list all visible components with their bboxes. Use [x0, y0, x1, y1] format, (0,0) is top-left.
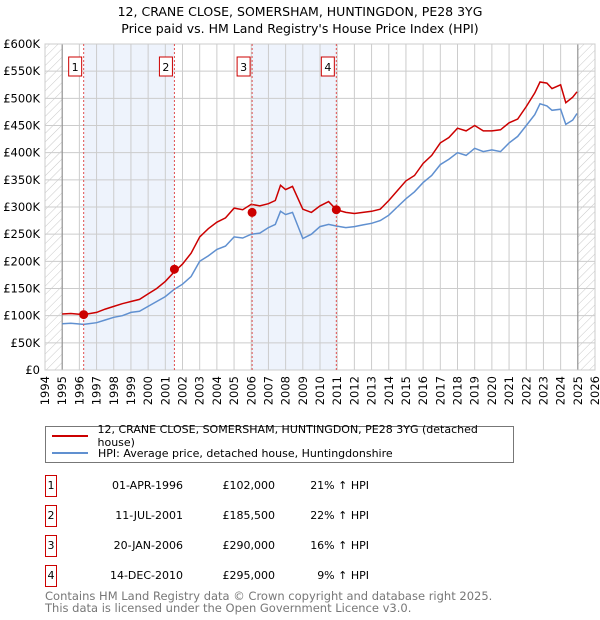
transaction-hpi-diff: 16% ↑ HPI: [310, 539, 369, 552]
transaction-row: 1 01-APR-1996 £102,000 21% ↑ HPI: [45, 475, 445, 497]
y-tick-label: £600K: [3, 37, 40, 51]
x-tick-label: 2013: [365, 376, 379, 405]
x-tick-label: 2022: [519, 376, 533, 405]
y-tick-label: £500K: [3, 91, 40, 105]
y-tick-label: £0: [25, 363, 40, 377]
sale-point: [247, 207, 257, 217]
transaction-price: £290,000: [222, 539, 276, 552]
x-tick-label: 1996: [72, 376, 86, 405]
transaction-hpi-diff: 21% ↑ HPI: [310, 479, 369, 492]
x-tick-label: 2021: [502, 376, 516, 405]
x-tick-label: 2009: [296, 376, 310, 405]
y-tick-label: £250K: [3, 227, 40, 241]
legend: 12, CRANE CLOSE, SOMERSHAM, HUNTINGDON, …: [45, 423, 514, 463]
legend-item-hpi: HPI: Average price, detached house, Hunt…: [52, 445, 393, 461]
legend-swatch-hpi: [52, 452, 88, 454]
chart-subtitle: Price paid vs. HM Land Registry's House …: [121, 21, 479, 36]
x-tick-label: 2005: [227, 376, 241, 405]
x-tick-label: 2015: [399, 376, 413, 405]
x-tick-label: 2012: [347, 376, 361, 405]
chart-title: 12, CRANE CLOSE, SOMERSHAM, HUNTINGDON, …: [117, 4, 483, 19]
transaction-date: 14-DEC-2010: [109, 569, 183, 582]
transaction-date: 20-JAN-2006: [113, 539, 183, 552]
transaction-price: £295,000: [222, 569, 276, 582]
y-tick-label: £400K: [3, 146, 40, 160]
x-tick-label: 2007: [261, 376, 275, 405]
legend-label-hpi: HPI: Average price, detached house, Hunt…: [98, 446, 393, 460]
x-tick-label: 2019: [468, 376, 482, 405]
sale-label-box: [68, 56, 83, 77]
x-tick-label: 2025: [571, 376, 585, 405]
hpi-line: [62, 102, 578, 326]
transaction-date: 01-APR-1996: [111, 479, 183, 492]
x-tick-label: 2003: [193, 376, 207, 405]
sale-label: 3: [240, 61, 247, 74]
y-tick-label: £450K: [3, 119, 40, 133]
x-tick-label: 2004: [210, 376, 224, 405]
sale-point: [169, 264, 179, 274]
x-tick-label: 2017: [433, 376, 447, 405]
transaction-price: £102,000: [222, 479, 276, 492]
transaction-number-badge: 3: [45, 535, 57, 557]
transaction-date: 11-JUL-2001: [115, 509, 183, 522]
x-tick-label: 2010: [313, 376, 327, 405]
transaction-row: 2 11-JUL-2001 £185,500 22% ↑ HPI: [45, 505, 445, 527]
x-tick-label: 1999: [124, 376, 138, 405]
y-tick-label: £200K: [3, 254, 40, 268]
legend-swatch-property: [52, 435, 88, 437]
y-tick-label: £100K: [3, 309, 40, 323]
sale-label: 4: [324, 61, 331, 74]
x-tick-label: 2011: [330, 376, 344, 405]
x-tick-label: 2018: [451, 376, 465, 405]
x-tick-label: 2000: [141, 376, 155, 405]
legend-item-property: 12, CRANE CLOSE, SOMERSHAM, HUNTINGDON, …: [52, 423, 513, 449]
property-price-line: [62, 81, 578, 316]
transaction-hpi-diff: 9% ↑ HPI: [317, 569, 369, 582]
sale-point: [331, 205, 341, 215]
y-tick-label: £350K: [3, 173, 40, 187]
x-tick-label: 2016: [416, 376, 430, 405]
x-tick-label: 2008: [279, 376, 293, 405]
price-chart: 1 2 3 4 1994 1995 1996 1997 1998 1999 2000 2001 2002…: [3, 37, 600, 405]
x-tick-label: 2002: [176, 376, 190, 405]
y-tick-label: £550K: [3, 64, 40, 78]
sale-label-box: [320, 56, 335, 77]
x-tick-label: 2014: [382, 376, 396, 405]
y-tick-label: £150K: [3, 282, 40, 296]
sale-label-box: [158, 56, 173, 77]
transaction-number-badge: 4: [45, 565, 57, 587]
y-tick-label: £50K: [11, 336, 41, 350]
x-tick-label: 2026: [588, 376, 600, 405]
x-tick-label: 1997: [90, 376, 104, 405]
legend-label-property: 12, CRANE CLOSE, SOMERSHAM, HUNTINGDON, …: [97, 423, 478, 449]
transaction-number-badge: 1: [45, 475, 57, 497]
x-tick-label: 2020: [485, 376, 499, 405]
transaction-hpi-diff: 22% ↑ HPI: [310, 509, 369, 522]
transaction-row: 3 20-JAN-2006 £290,000 16% ↑ HPI: [45, 535, 445, 557]
x-tick-label: 1995: [55, 376, 69, 405]
sale-label: 1: [72, 61, 79, 74]
x-tick-label: 2023: [536, 376, 550, 405]
sale-point: [79, 310, 89, 320]
x-tick-label: 2001: [158, 376, 172, 405]
transaction-row: 4 14-DEC-2010 £295,000 9% ↑ HPI: [45, 565, 445, 587]
x-tick-label: 1994: [38, 376, 52, 405]
footer-copyright: Contains HM Land Registry data © Crown c…: [45, 589, 493, 603]
y-tick-label: £300K: [3, 200, 40, 214]
x-tick-label: 1998: [107, 376, 121, 405]
sale-label: 2: [162, 61, 169, 74]
sale-label-box: [236, 56, 251, 77]
footer-licence: This data is licensed under the Open Gov…: [45, 601, 412, 615]
x-tick-label: 2006: [244, 376, 258, 405]
transaction-number-badge: 2: [45, 505, 57, 527]
plot-border: [44, 43, 596, 371]
transaction-price: £185,500: [222, 509, 276, 522]
x-tick-label: 2024: [554, 376, 568, 405]
